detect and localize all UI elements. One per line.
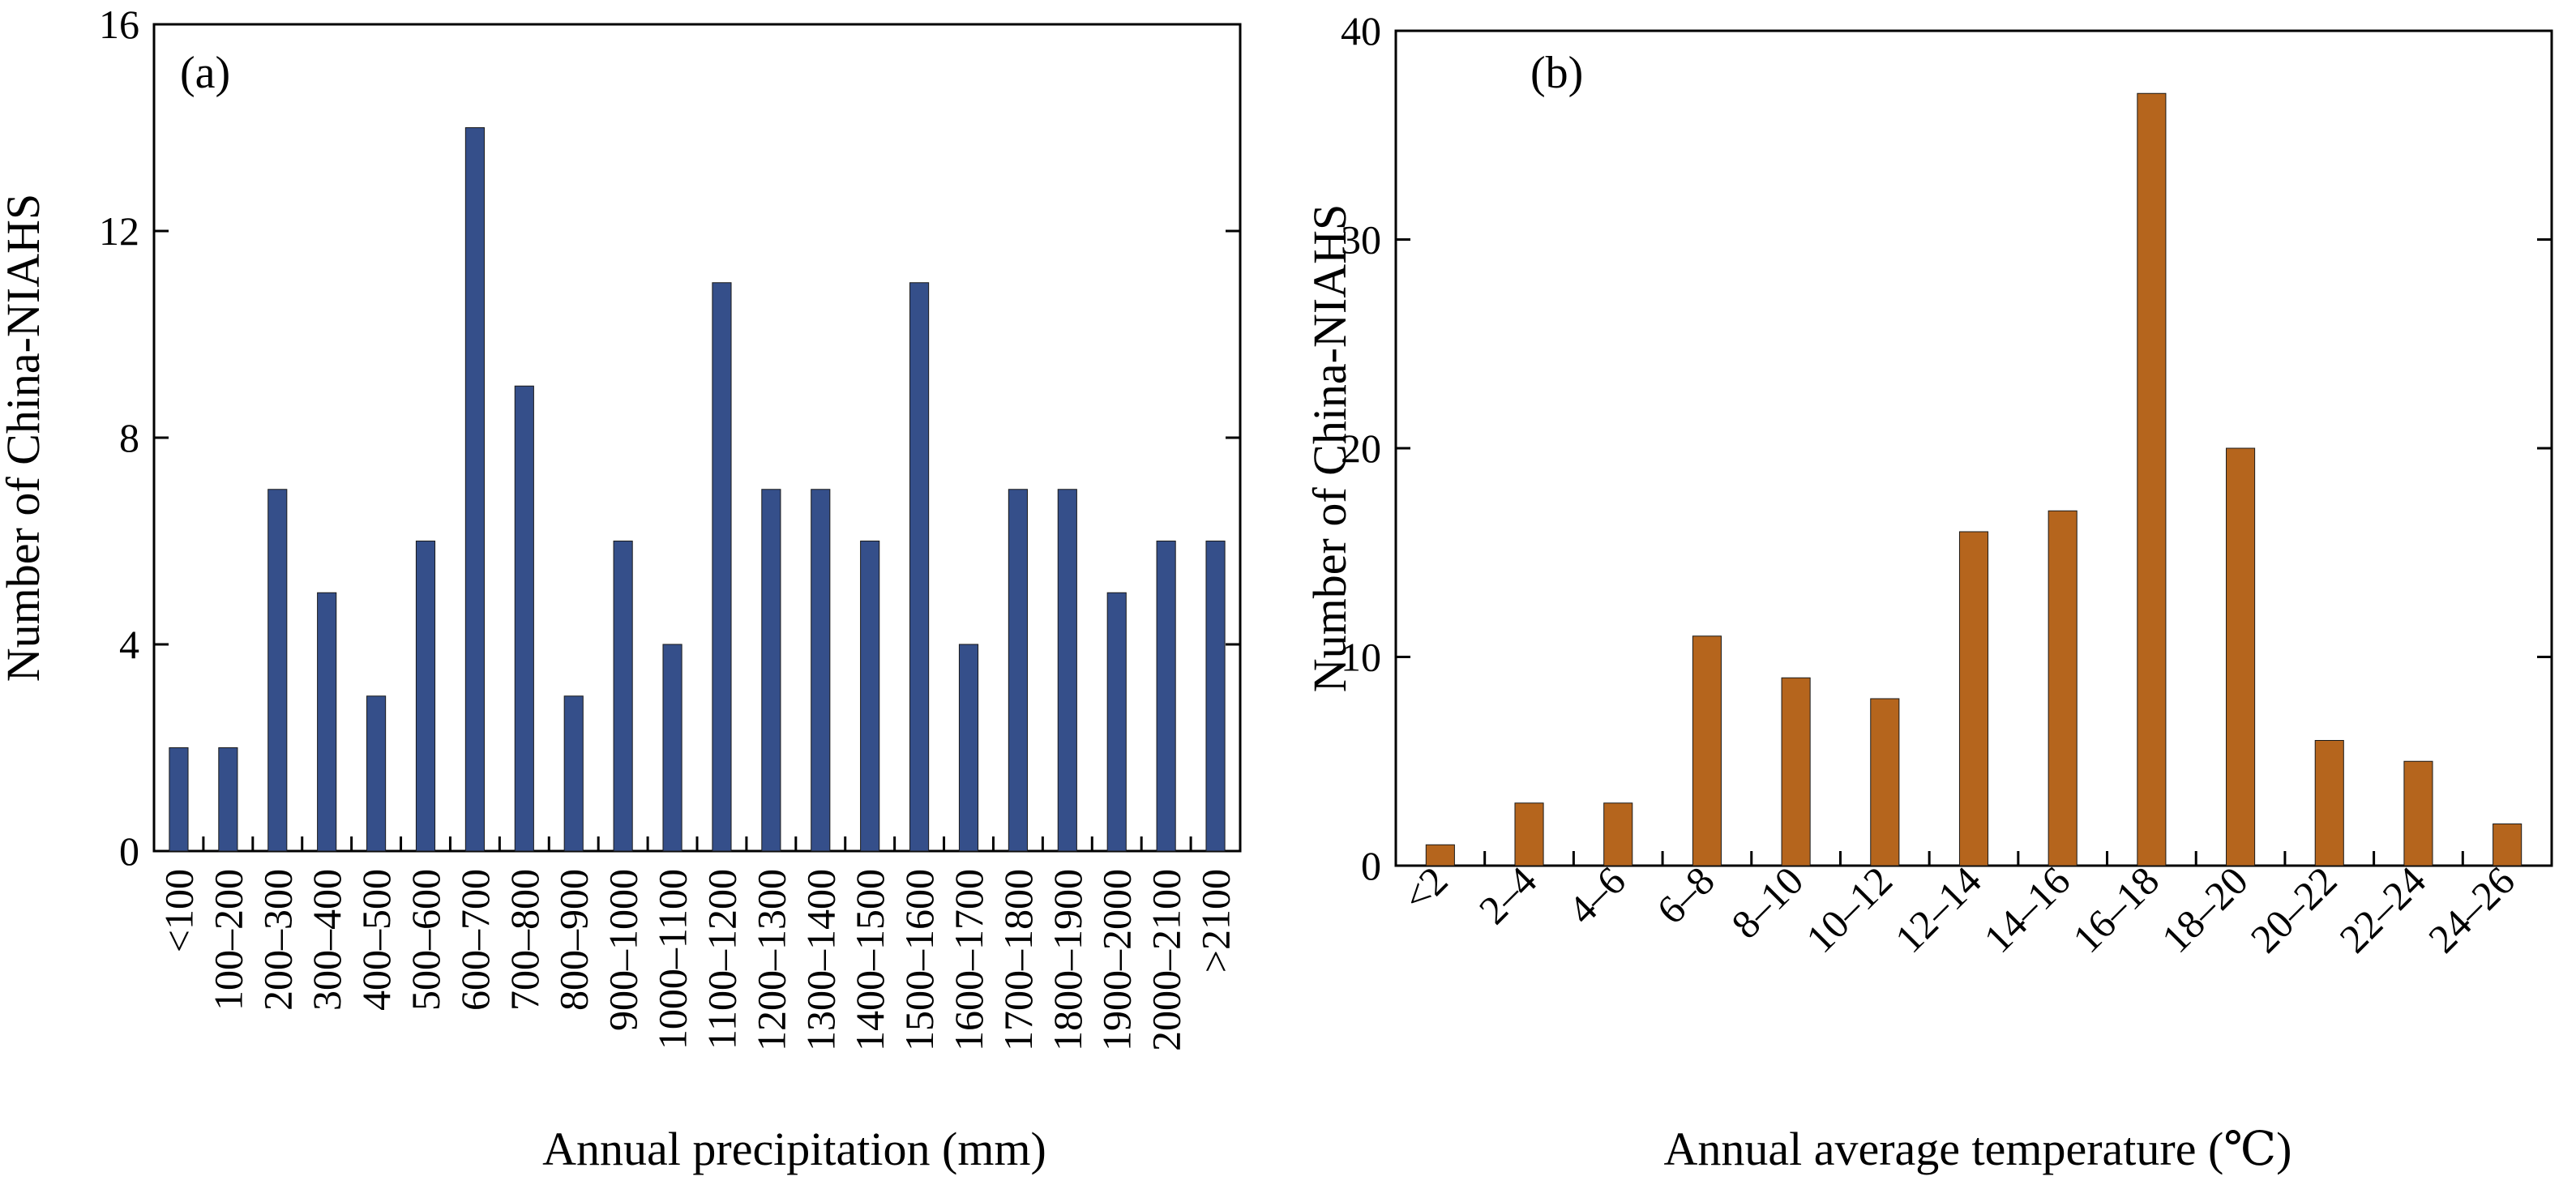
- chart2-x-tick-label: 24–26: [2420, 858, 2523, 961]
- chart2-bar: [1692, 635, 1722, 866]
- chart2-x-tick-label: 10–12: [1797, 858, 1901, 961]
- chart1-bar: [317, 592, 337, 852]
- chart2-x-tick-label: 2–4: [1470, 858, 1546, 933]
- chart2-bar: [1603, 802, 1633, 866]
- chart2-bar: [2403, 760, 2433, 866]
- chart1-x-tick-label: 1000–1100: [650, 869, 695, 1050]
- chart1-x-tick-label: 700–800: [502, 869, 547, 1011]
- chart1-plot-frame: [152, 23, 1242, 853]
- chart1-bar: [860, 541, 880, 852]
- chart2-bar: [1870, 698, 1900, 866]
- chart2-y-tick-label: 0: [1361, 843, 1381, 888]
- chart2-x-tick-label: 14–16: [1975, 858, 2078, 961]
- chart1-bar: [811, 489, 831, 852]
- chart1-bar: [613, 541, 633, 852]
- chart2-y-tick-label: 10: [1341, 635, 1381, 680]
- chart2-bar: [1958, 531, 1989, 866]
- chart2-panel-label: (b): [1530, 48, 1583, 98]
- chart1-y-axis-label: Number of China-NIAHS: [0, 194, 49, 682]
- chart1-bar: [1156, 541, 1176, 852]
- chart1-bar: [169, 747, 189, 852]
- chart2-bar: [1425, 844, 1455, 866]
- chart2-x-tick-label: 4–6: [1559, 858, 1634, 933]
- chart1-bar: [366, 695, 387, 852]
- chart1-x-tick-label: 1200–1300: [748, 869, 794, 1051]
- chart2-x-tick-label: 12–14: [1886, 858, 1990, 961]
- chart1-bar: [464, 127, 485, 852]
- chart1-bar: [267, 489, 288, 852]
- chart1-x-tick-label: 1500–1600: [896, 869, 942, 1051]
- chart1-y-tick-label: 16: [99, 2, 139, 47]
- chart1-bar: [761, 489, 781, 852]
- chart1-y-tick-label: 12: [99, 208, 139, 254]
- chart2-x-tick-label: 18–20: [2153, 858, 2257, 961]
- chart1-bar: [1205, 541, 1226, 852]
- chart2-x-tick-label: 20–22: [2242, 858, 2346, 961]
- chart1-x-tick-label: 2000–2100: [1144, 869, 1189, 1051]
- chart2-bar: [2314, 740, 2344, 866]
- chart1-bar: [1008, 489, 1028, 852]
- chart1-x-tick-label: 800–900: [551, 869, 597, 1011]
- chart1-bar: [415, 541, 436, 852]
- chart2-x-axis-label: Annual average temperature (℃): [1664, 1123, 2292, 1175]
- chart1-x-tick-label: 400–500: [353, 869, 399, 1011]
- chart1-y-tick-label: 0: [119, 828, 139, 874]
- chart2-x-tick-label: 6–8: [1648, 858, 1723, 933]
- chart1-x-tick-label: 200–300: [255, 869, 300, 1011]
- chart2-y-tick-label: 40: [1341, 8, 1381, 53]
- chart1-y-tick-label: 8: [119, 415, 139, 460]
- chart1-x-tick-label: >2100: [1193, 869, 1239, 973]
- chart2-bar: [2226, 447, 2256, 866]
- chart1-x-tick-label: 1100–1200: [699, 869, 744, 1050]
- chart2-bar: [1781, 677, 1811, 866]
- chart1-x-tick-label: 500–600: [403, 869, 448, 1011]
- chart1-x-tick-label: <100: [156, 869, 201, 952]
- chart2-y-tick-label: 20: [1341, 426, 1381, 471]
- chart2-x-tick-label: <2: [1393, 858, 1456, 920]
- chart1-x-tick-label: 600–700: [452, 869, 498, 1011]
- chart1-x-tick-label: 1900–2000: [1094, 869, 1140, 1051]
- chart1-y-tick-label: 4: [119, 622, 139, 667]
- chart1-bar: [909, 282, 930, 852]
- chart1-bar: [712, 282, 732, 852]
- chart2-bar: [2137, 92, 2167, 866]
- chart1-x-tick-label: 1400–1500: [847, 869, 892, 1051]
- chart1-x-tick-label: 1300–1400: [798, 869, 843, 1051]
- chart1-x-tick-label: 300–400: [304, 869, 349, 1011]
- chart2-bar: [1514, 802, 1544, 866]
- chart2-y-tick-label: 30: [1341, 217, 1381, 263]
- chart2-x-tick-label: 8–10: [1722, 858, 1812, 947]
- chart1-bar: [958, 644, 979, 852]
- chart1-bar: [218, 747, 238, 852]
- chart1-x-tick-label: 900–1000: [601, 869, 646, 1031]
- chart1-x-tick-label: 1700–1800: [995, 869, 1041, 1051]
- chart1-x-axis-label: Annual precipitation (mm): [542, 1123, 1046, 1175]
- chart1-panel-label: (a): [180, 48, 230, 98]
- chart1-x-tick-label: 100–200: [205, 869, 250, 1011]
- chart1-x-tick-label: 1600–1700: [946, 869, 991, 1051]
- chart2-bar: [2048, 510, 2077, 866]
- chart1-x-tick-label: 1800–1900: [1045, 869, 1090, 1051]
- chart2-y-axis-label: Number of China-NIAHS: [1303, 204, 1356, 692]
- chart1-bar: [1057, 489, 1077, 852]
- chart2-x-tick-label: 16–18: [2064, 858, 2167, 961]
- chart1-bar: [514, 385, 534, 852]
- chart1-bar: [662, 644, 683, 852]
- chart1-bar: [1106, 592, 1127, 852]
- chart2-x-tick-label: 22–24: [2330, 858, 2434, 961]
- chart2-bar: [2493, 824, 2523, 866]
- chart1-bar: [563, 695, 584, 852]
